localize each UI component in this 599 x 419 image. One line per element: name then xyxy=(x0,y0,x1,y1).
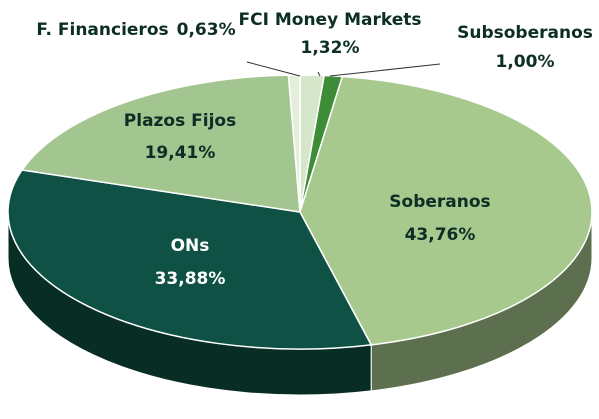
value-label: 33,88% xyxy=(155,269,226,289)
value-label: 1,32% xyxy=(301,38,360,58)
leader-line xyxy=(246,61,301,77)
slice xyxy=(299,75,593,346)
value-label: 1,00% xyxy=(496,52,555,72)
category-label: ONs xyxy=(171,236,210,256)
category-label: FCI Money Markets xyxy=(239,10,422,30)
slice-label: F. Financieros 0,63% xyxy=(36,20,235,40)
category-label: F. Financieros xyxy=(36,20,168,40)
slice xyxy=(20,74,301,213)
value-label: 19,41% xyxy=(145,143,216,163)
category-label: Plazos Fijos xyxy=(124,111,236,131)
value-label: 0,63% xyxy=(177,20,236,40)
leader-line xyxy=(329,63,441,77)
slice xyxy=(287,74,301,213)
leader-line xyxy=(317,71,321,77)
value-label: 43,76% xyxy=(405,225,476,245)
category-label: Subsoberanos xyxy=(457,23,593,43)
slice xyxy=(7,169,373,350)
category-label: Soberanos xyxy=(389,192,490,212)
